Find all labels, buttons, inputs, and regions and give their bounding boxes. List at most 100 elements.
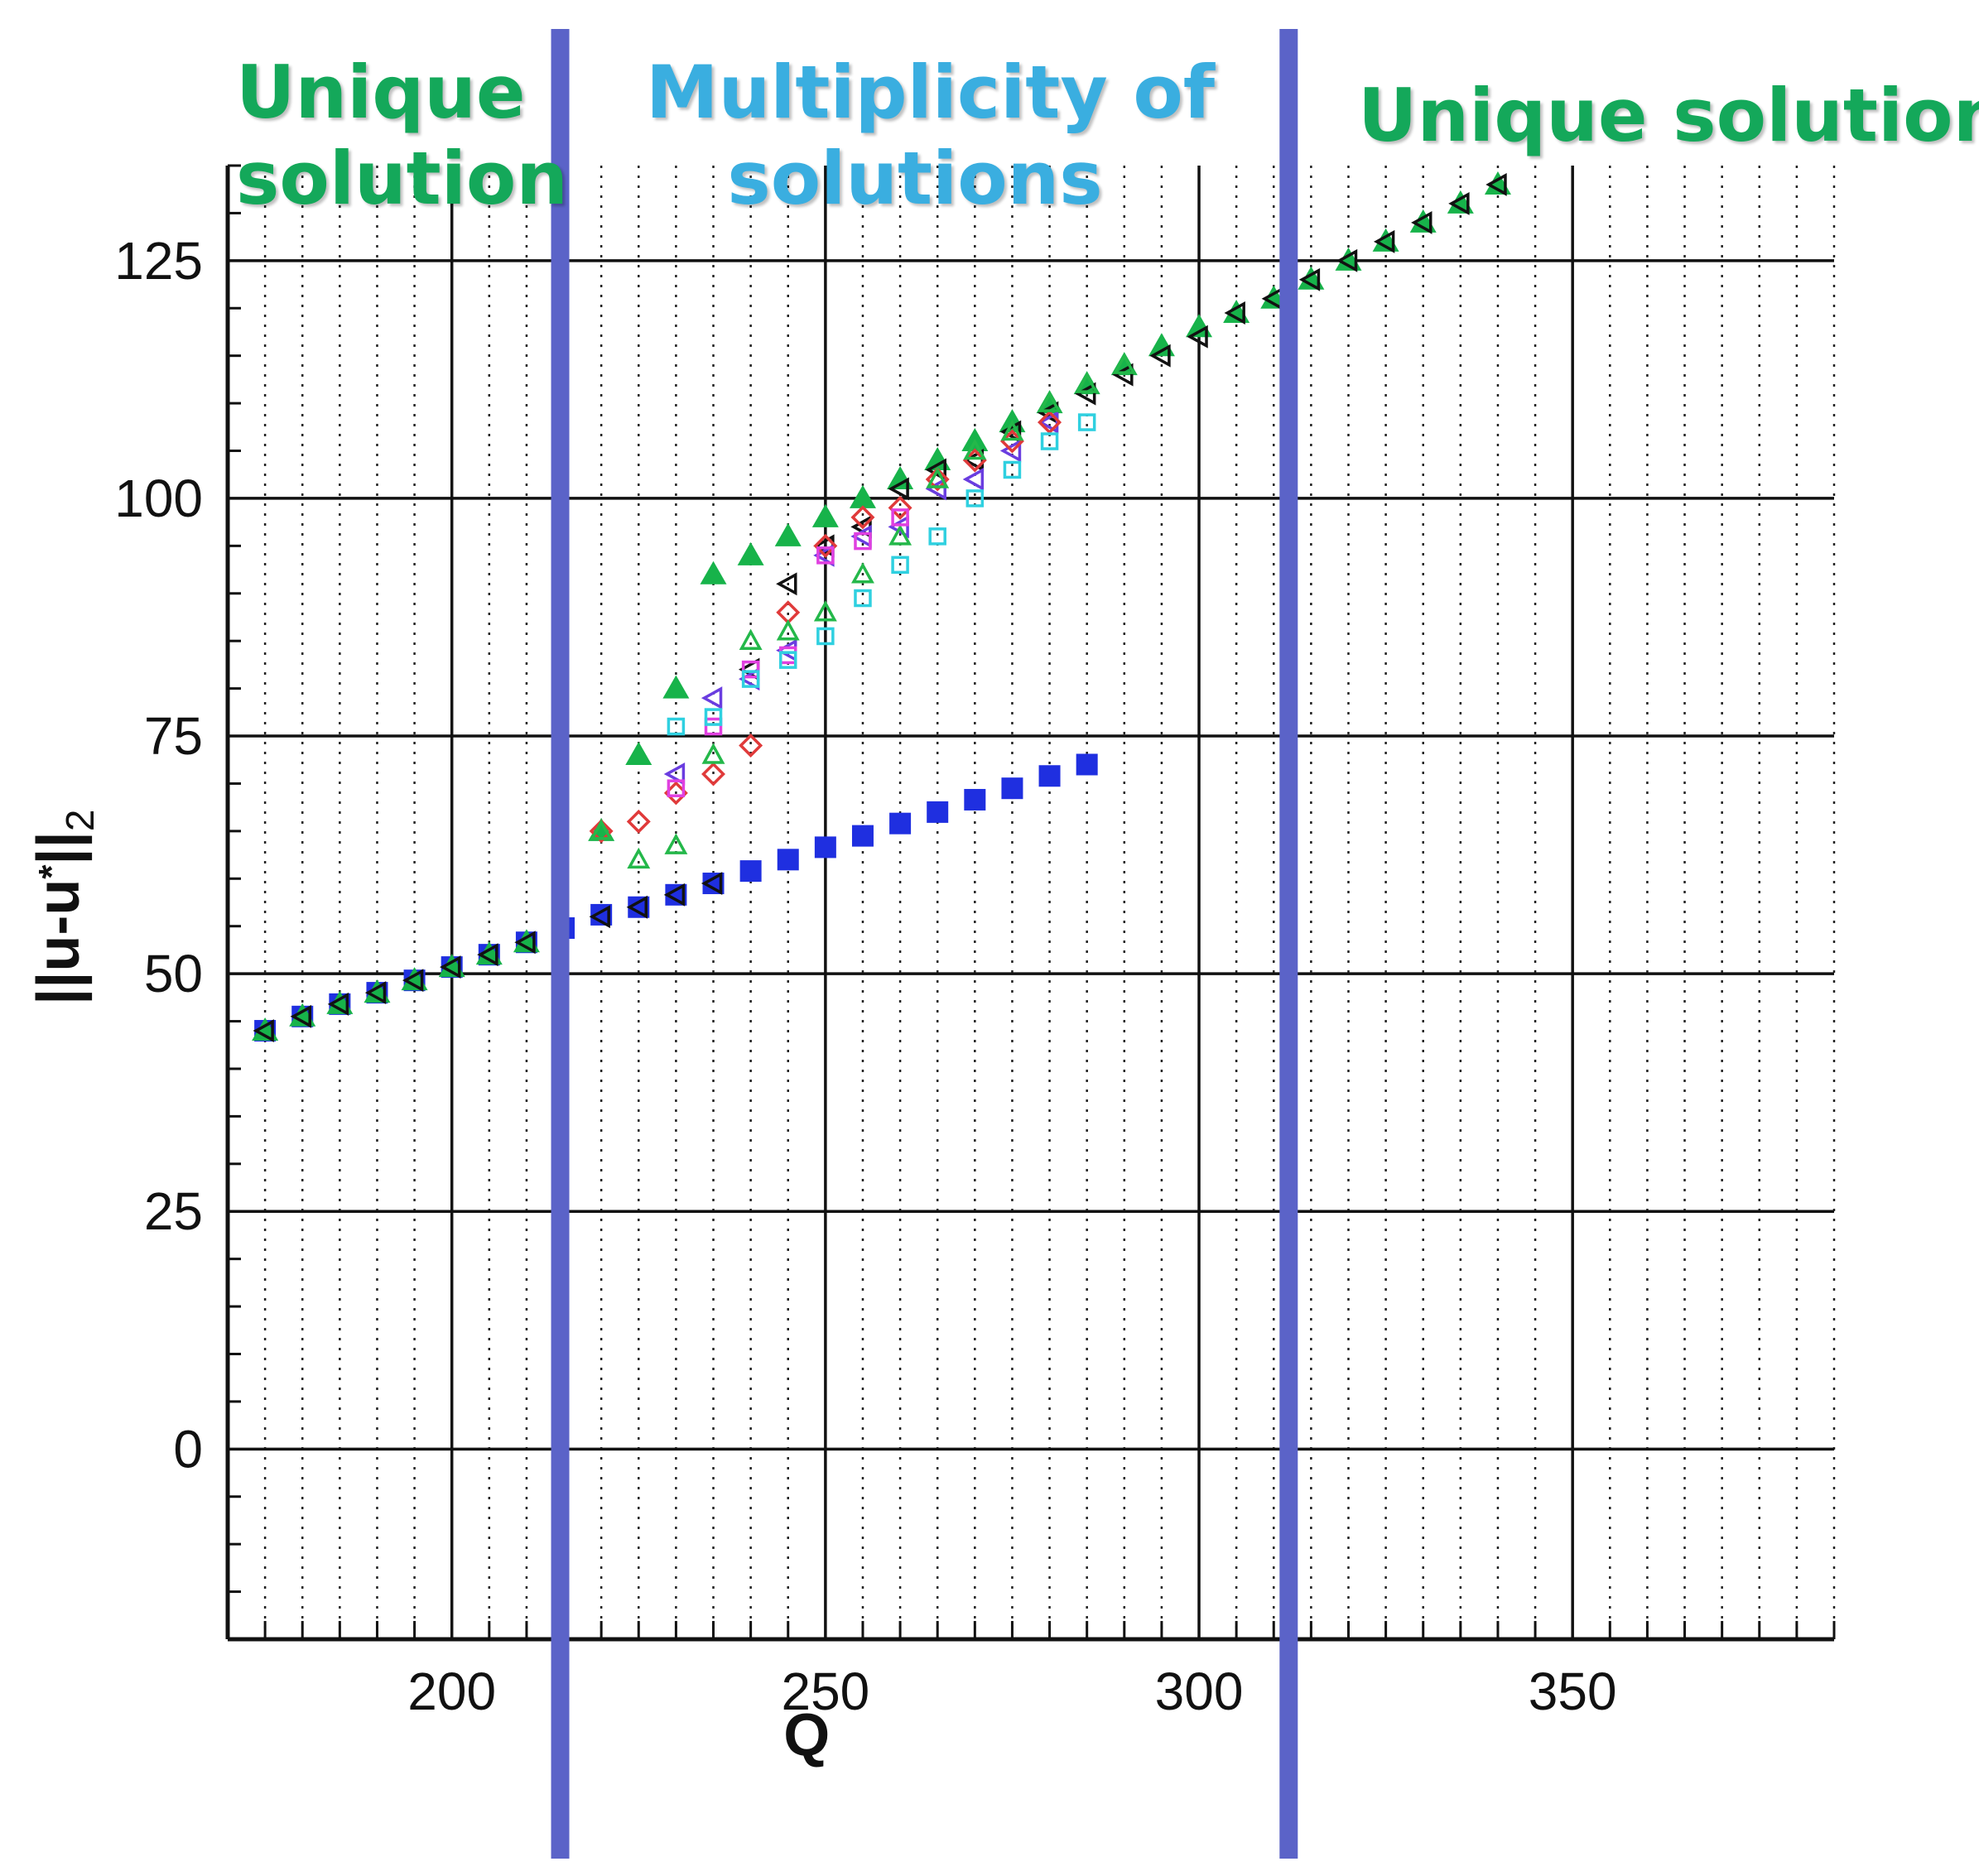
data-point-open-square [1003, 460, 1022, 479]
data-point-filled-square [851, 825, 874, 847]
y-tick-label: 100 [114, 469, 203, 528]
data-point-open-square [891, 556, 909, 575]
data-point-filled-square [964, 788, 986, 811]
region-label-unique-left-line2: solution [236, 135, 568, 221]
data-point-open-triangle [813, 600, 837, 622]
data-point-filled-triangle [774, 522, 802, 546]
data-point-filled-triangle [700, 560, 727, 584]
data-point-open-triangle-left [477, 943, 498, 967]
data-point-open-triangle [926, 467, 950, 488]
data-point-filled-square [814, 836, 836, 859]
data-point-open-triangle [1038, 391, 1062, 412]
region-label-unique-left: Unique solution [236, 50, 568, 222]
data-point-open-square [891, 508, 909, 527]
data-point-open-triangle-left [1411, 210, 1432, 234]
data-point-open-triangle-left [701, 872, 723, 895]
data-point-open-triangle [1000, 419, 1024, 441]
data-point-open-square [667, 717, 686, 736]
data-point-open-triangle-left [253, 1019, 274, 1042]
data-point-open-square [778, 651, 797, 669]
region-dividers [551, 29, 1298, 1859]
data-point-open-square [854, 532, 872, 551]
x-tick-label: 250 [781, 1662, 869, 1721]
data-point-open-triangle-left [1149, 344, 1171, 368]
data-point-open-triangle [627, 847, 651, 869]
data-point-open-triangle-left [1037, 411, 1059, 435]
y-tick-label: 50 [144, 944, 203, 1003]
data-point-open-diamond [850, 505, 875, 530]
region-divider-line [1279, 29, 1298, 1859]
y-axis-title-sub: 2 [59, 810, 103, 832]
data-point-filled-square [739, 860, 762, 883]
data-point-open-square [928, 527, 946, 546]
data-point-open-triangle-left [962, 449, 985, 472]
data-point-open-triangle-left [290, 1004, 311, 1028]
data-point-filled-square [777, 849, 799, 871]
y-tick-label: 0 [173, 1419, 203, 1479]
data-point-open-square [854, 589, 872, 608]
data-point-filled-square [1076, 753, 1098, 776]
data-point-open-triangle-left [1373, 229, 1395, 253]
y-tick-label: 25 [144, 1181, 203, 1241]
data-point-open-triangle-left [1485, 173, 1507, 196]
data-point-filled-triangle [662, 675, 690, 699]
data-point-filled-triangle [625, 742, 652, 765]
data-point-open-diamond [1038, 410, 1062, 435]
data-point-open-square [704, 708, 723, 726]
data-point-open-triangle-left [999, 420, 1022, 444]
region-label-multiplicity-line2: solutions [727, 135, 1103, 221]
data-point-open-triangle [1075, 372, 1099, 393]
data-point-open-square [667, 779, 686, 797]
data-point-open-triangle-left [327, 992, 349, 1016]
data-point-open-triangle-left [589, 905, 610, 929]
data-point-open-diamond [925, 467, 950, 492]
data-point-filled-square [927, 801, 949, 823]
data-point-filled-square [889, 812, 912, 835]
data-point-open-square [816, 627, 835, 646]
data-point-open-triangle-left [364, 981, 387, 1005]
data-point-filled-triangle [1148, 333, 1175, 357]
y-axis-title-close: || [26, 831, 92, 864]
data-point-filled-square [1001, 777, 1023, 800]
data-point-open-triangle [851, 562, 874, 584]
data-point-open-diamond [589, 819, 614, 844]
data-point-open-triangle [739, 628, 763, 650]
data-point-open-triangle-left [1112, 363, 1134, 387]
data-point-open-triangle-left [626, 895, 648, 919]
data-point-open-triangle-left [1187, 325, 1208, 349]
x-axis-title: Q [783, 1702, 830, 1768]
region-label-unique-right: Unique solution [1358, 73, 1979, 159]
y-tick-label: 75 [144, 706, 203, 766]
data-point-filled-triangle [887, 465, 914, 489]
x-tick-label: 300 [1155, 1662, 1244, 1721]
data-point-open-triangle [776, 619, 800, 641]
x-tick-label: 350 [1529, 1662, 1617, 1721]
data-point-open-square [1040, 432, 1059, 450]
data-point-open-triangle-left [402, 969, 424, 993]
region-label-multiplicity: Multiplicity of solutions [646, 50, 1215, 222]
data-point-open-diamond [626, 809, 651, 834]
data-point-open-triangle-left [514, 931, 536, 955]
data-point-open-square [741, 660, 760, 679]
data-point-open-triangle-left [962, 468, 985, 491]
data-point-filled-triangle [849, 484, 876, 508]
data-point-open-triangle [590, 819, 614, 840]
data-markers [252, 171, 1511, 1042]
axes [225, 164, 1836, 1642]
data-point-open-triangle-left [1298, 267, 1321, 291]
region-label-unique-left-line1: Unique [236, 50, 526, 135]
data-point-open-triangle [664, 833, 688, 854]
data-point-open-square [816, 546, 835, 565]
data-point-open-diamond [739, 734, 763, 758]
data-point-open-diamond [888, 495, 912, 520]
data-point-open-square [704, 717, 723, 736]
data-point-open-triangle-left [888, 477, 909, 501]
data-point-open-triangle-left [663, 762, 686, 786]
data-point-open-diamond [813, 533, 838, 558]
region-divider-line [551, 29, 570, 1859]
data-point-open-triangle-left [925, 477, 946, 501]
region-label-unique-right-line1: Unique solution [1358, 73, 1979, 158]
data-point-filled-triangle [811, 503, 839, 527]
data-point-open-triangle-left [1075, 382, 1096, 406]
